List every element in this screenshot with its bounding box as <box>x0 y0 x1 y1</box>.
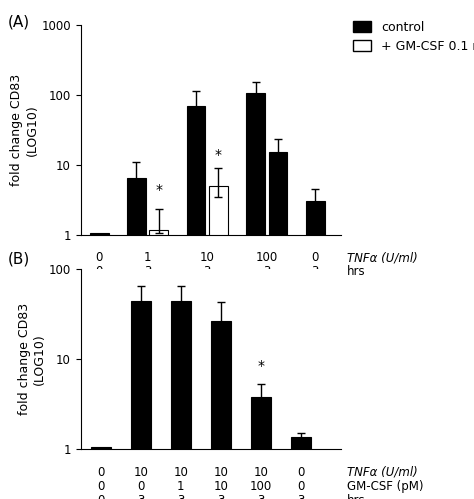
Text: 3: 3 <box>263 265 271 278</box>
Bar <box>131 300 151 499</box>
Text: 0: 0 <box>137 480 145 493</box>
Bar <box>187 106 205 499</box>
Text: 3: 3 <box>217 494 225 499</box>
Bar <box>90 233 109 499</box>
Text: hrs: hrs <box>347 494 365 499</box>
Text: 3: 3 <box>177 494 184 499</box>
Y-axis label: fold change CD83
(LOG10): fold change CD83 (LOG10) <box>10 74 38 186</box>
Text: *: * <box>155 183 162 197</box>
Bar <box>246 93 265 499</box>
Text: 10: 10 <box>200 251 215 264</box>
Text: 0: 0 <box>298 466 305 479</box>
Text: 0: 0 <box>97 480 104 493</box>
Text: 1: 1 <box>144 251 151 264</box>
Bar <box>211 320 231 499</box>
Text: *: * <box>215 148 222 162</box>
Text: 3: 3 <box>203 265 211 278</box>
Text: 10: 10 <box>254 466 268 479</box>
Bar <box>127 178 146 499</box>
Text: 0: 0 <box>96 251 103 264</box>
Text: 3: 3 <box>257 494 265 499</box>
Bar <box>171 300 191 499</box>
Text: 1: 1 <box>177 480 184 493</box>
Text: (A): (A) <box>8 14 30 29</box>
Text: (B): (B) <box>8 251 30 266</box>
Text: 0: 0 <box>298 480 305 493</box>
Text: 0: 0 <box>96 265 103 278</box>
Text: 10: 10 <box>173 466 188 479</box>
Text: 0: 0 <box>97 466 104 479</box>
Text: 3: 3 <box>144 265 151 278</box>
Text: GM-CSF (pM): GM-CSF (pM) <box>347 480 423 493</box>
Text: TNFα (U/ml): TNFα (U/ml) <box>347 466 418 479</box>
Bar <box>306 201 325 499</box>
Text: hrs: hrs <box>347 265 365 278</box>
Text: 100: 100 <box>255 251 278 264</box>
Text: 10: 10 <box>133 466 148 479</box>
Text: 3: 3 <box>137 494 145 499</box>
Bar <box>149 231 168 499</box>
Text: *: * <box>257 359 264 373</box>
Bar <box>251 397 271 499</box>
Bar <box>269 152 287 499</box>
Text: 0: 0 <box>97 494 104 499</box>
Text: 10: 10 <box>213 480 228 493</box>
Text: 0: 0 <box>311 251 319 264</box>
Text: 3: 3 <box>298 494 305 499</box>
Bar <box>91 447 110 499</box>
Bar <box>209 186 228 499</box>
Bar <box>291 438 311 499</box>
Text: 10: 10 <box>213 466 228 479</box>
Text: 100: 100 <box>250 480 272 493</box>
Y-axis label: fold change CD83
(LOG10): fold change CD83 (LOG10) <box>18 303 46 415</box>
Text: TNFα (U/ml): TNFα (U/ml) <box>347 251 418 264</box>
Text: 3: 3 <box>311 265 319 278</box>
Legend: control, + GM-CSF 0.1 nM: control, + GM-CSF 0.1 nM <box>353 21 474 53</box>
